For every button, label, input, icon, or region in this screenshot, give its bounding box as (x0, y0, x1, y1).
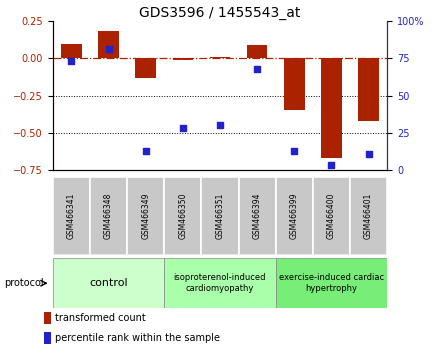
Bar (359, 58, 379, 121)
Point (291, 148, 298, 153)
Text: isoproterenol-induced
cardiomyopathy: isoproterenol-induced cardiomyopathy (174, 274, 266, 293)
Point (328, 162, 335, 168)
Text: GSM466399: GSM466399 (290, 193, 299, 239)
Bar (284, 58, 304, 110)
Point (105, 47, 112, 52)
Text: GSM466341: GSM466341 (67, 193, 76, 239)
Point (216, 122, 224, 128)
Bar (276, 177, 313, 255)
Text: GSM466349: GSM466349 (141, 193, 150, 239)
Point (365, 151, 372, 156)
Text: GSM466351: GSM466351 (216, 193, 224, 239)
Bar (313, 177, 350, 255)
Bar (321, 58, 342, 158)
Bar (61, 44, 81, 58)
Text: GSM466394: GSM466394 (253, 193, 262, 239)
Bar (238, 177, 276, 255)
Point (180, 125, 187, 131)
Bar (53, 258, 164, 308)
Point (253, 66, 260, 72)
Bar (90, 177, 127, 255)
Text: percentile rank within the sample: percentile rank within the sample (55, 333, 220, 343)
Point (68, 58, 75, 64)
Text: GSM466400: GSM466400 (327, 193, 336, 239)
Text: GSM466401: GSM466401 (364, 193, 373, 239)
Bar (127, 177, 164, 255)
Title: GDS3596 / 1455543_at: GDS3596 / 1455543_at (139, 6, 301, 20)
Bar (164, 177, 202, 255)
Bar (53, 177, 90, 255)
Text: GSM466348: GSM466348 (104, 193, 113, 239)
Bar (276, 258, 387, 308)
Text: transformed count: transformed count (55, 313, 146, 323)
Bar (136, 58, 156, 78)
Bar (210, 57, 230, 58)
Point (142, 148, 149, 153)
Bar (350, 177, 387, 255)
Bar (202, 177, 238, 255)
Text: control: control (89, 278, 128, 288)
Bar (98, 31, 119, 58)
Text: GSM466350: GSM466350 (178, 193, 187, 239)
Text: protocol: protocol (4, 278, 44, 288)
Bar (247, 45, 268, 58)
Text: exercise-induced cardiac
hypertrophy: exercise-induced cardiac hypertrophy (279, 274, 384, 293)
Bar (172, 58, 193, 60)
Bar (164, 258, 276, 308)
